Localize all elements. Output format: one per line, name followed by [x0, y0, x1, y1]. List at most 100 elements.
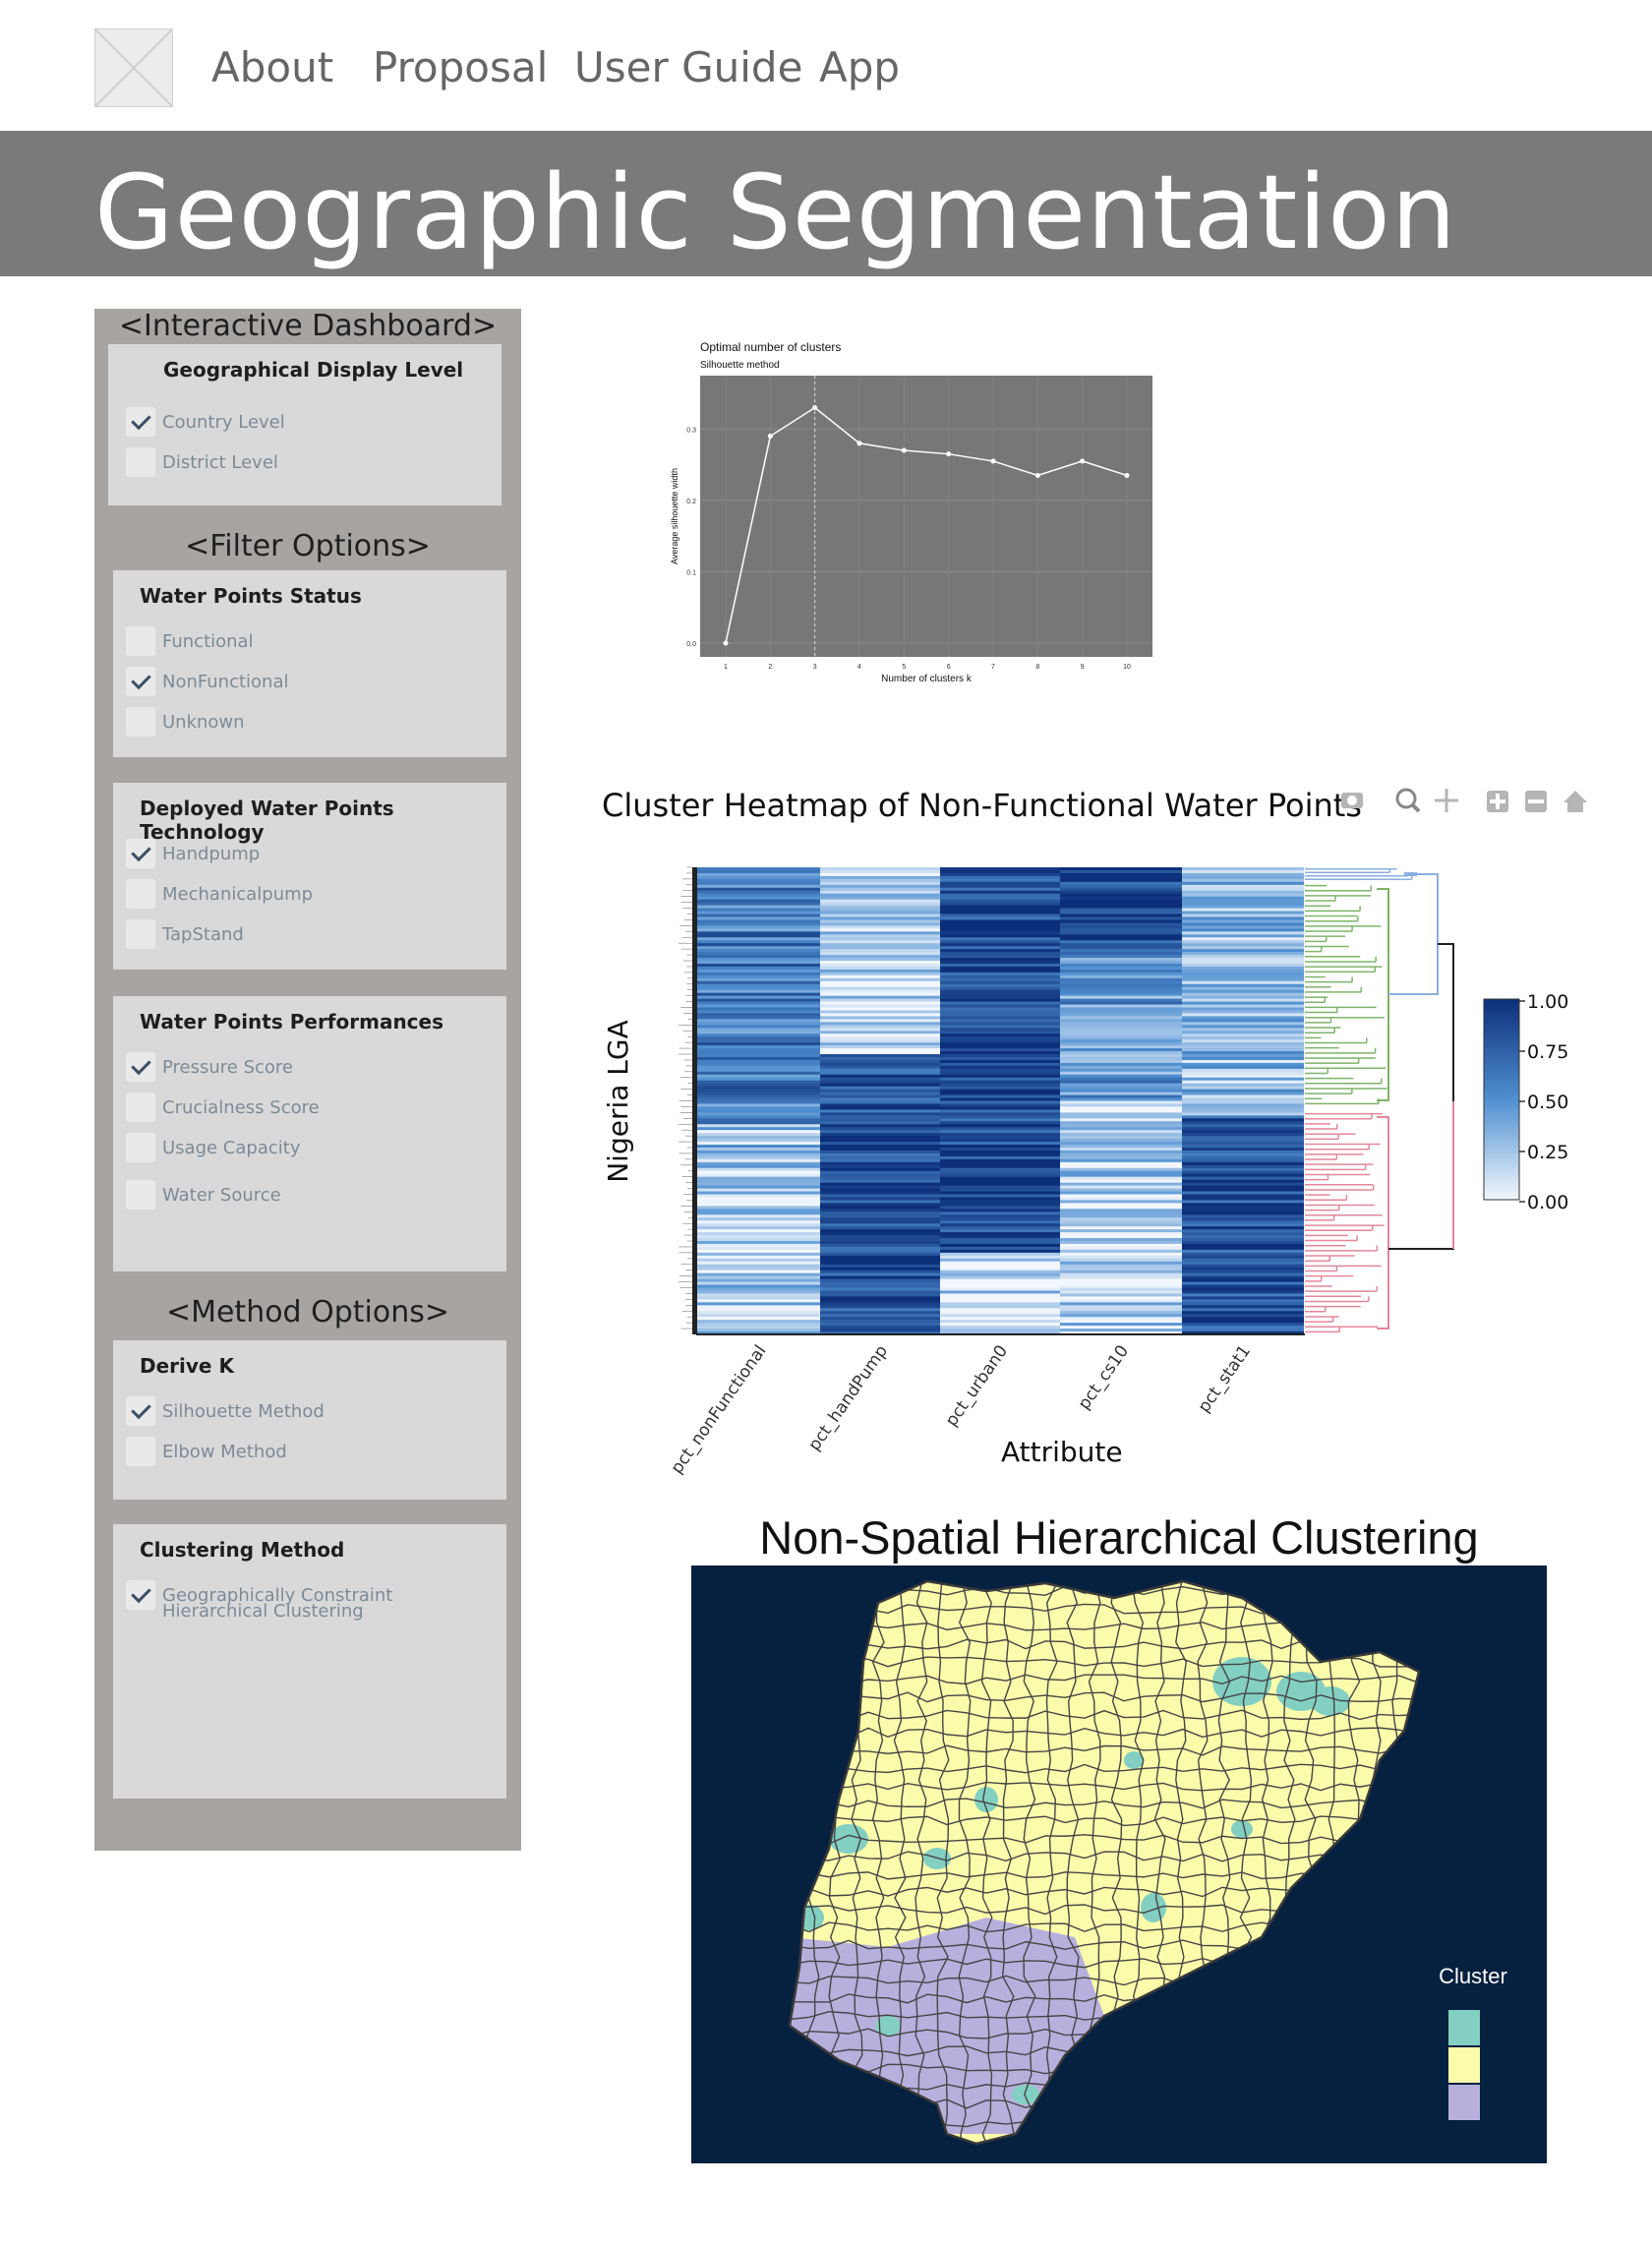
country-level-label: Country Level — [162, 412, 285, 433]
colorbar-tick-label: 0.00 — [1527, 1192, 1568, 1213]
nav-about[interactable]: About — [211, 43, 334, 91]
zoom-icon[interactable] — [1395, 788, 1421, 813]
silhouette-point — [1080, 458, 1086, 464]
gchc-label-line2: Hierarchical Clustering — [162, 1601, 364, 1622]
display-level-title: Geographical Display Level — [163, 358, 464, 382]
water-source-checkbox[interactable] — [126, 1180, 155, 1210]
elbow-method-label: Elbow Method — [162, 1442, 287, 1462]
nav-proposal[interactable]: Proposal — [373, 43, 549, 91]
nav-app[interactable]: App — [819, 43, 901, 91]
display-level-panel: Geographical Display Level Country Level… — [108, 344, 502, 505]
technology-title: Deployed Water Points Technology — [140, 797, 394, 844]
silhouette-subtitle: Silhouette method — [700, 360, 780, 371]
nav-user-guide[interactable]: User Guide — [574, 43, 803, 91]
derive-k-title: Derive K — [140, 1354, 234, 1378]
silhouette-xtick: 5 — [902, 664, 906, 671]
heatmap-row-ticks — [678, 866, 692, 1329]
silhouette-title: Optimal number of clusters — [700, 340, 841, 354]
gchc-checkbox[interactable] — [126, 1580, 155, 1610]
silhouette-point — [812, 405, 818, 411]
silhouette-ytick: 0.3 — [686, 427, 696, 434]
silhouette-xtick: 1 — [724, 664, 728, 671]
mechanicalpump-label: Mechanicalpump — [162, 884, 314, 905]
usage-capacity-label: Usage Capacity — [162, 1138, 301, 1158]
silhouette-xtick: 2 — [768, 664, 772, 671]
silhouette-point — [946, 451, 952, 457]
silhouette-ylabel: Average silhouette width — [670, 468, 679, 564]
performances-title: Water Points Performances — [140, 1010, 444, 1034]
silhouette-ytick: 0.2 — [686, 499, 696, 505]
silhouette-ytick: 0.1 — [686, 569, 696, 576]
usage-capacity-checkbox[interactable] — [126, 1133, 155, 1162]
unknown-checkbox[interactable] — [126, 707, 155, 737]
cluster-map-figure: Non-Spatial Hierarchical Clustering Clus… — [691, 1505, 1547, 2163]
interactive-dashboard-sidebar: <Interactive Dashboard> Geographical Dis… — [94, 309, 521, 1851]
silhouette-xtick: 7 — [991, 664, 995, 671]
heatmap-column-label: pct_stat1 — [1195, 1341, 1256, 1416]
handpump-label: Handpump — [162, 844, 261, 864]
logo-placeholder — [94, 29, 173, 107]
clustering-method-panel: Clustering Method Geographically Constra… — [113, 1524, 506, 1799]
zoom-in-icon[interactable] — [1487, 791, 1508, 812]
colorbar-tick-label: 1.00 — [1527, 991, 1568, 1013]
filter-options-title: <Filter Options> — [185, 529, 431, 563]
heatmap-dendrogram — [1305, 868, 1454, 1333]
zoom-out-icon[interactable] — [1525, 791, 1547, 812]
silhouette-xtick: 8 — [1035, 664, 1039, 671]
silhouette-xlabel: Number of clusters k — [881, 674, 973, 684]
heatmap-column-label: pct_cs10 — [1075, 1341, 1133, 1413]
technology-panel: Deployed Water Points Technology Handpum… — [113, 783, 506, 970]
handpump-checkbox[interactable] — [126, 839, 155, 868]
heatmap-ylabel: Nigeria LGA — [602, 1020, 634, 1183]
heatmap-colorbar — [1483, 998, 1520, 1201]
silhouette-xtick: 10 — [1123, 664, 1131, 671]
silhouette-method-checkbox[interactable] — [126, 1396, 155, 1426]
gchc-label-line1: Geographically Constraint — [162, 1585, 393, 1606]
silhouette-line — [725, 406, 1128, 644]
page-banner: Geographic Segmentation — [0, 131, 1652, 276]
district-level-label: District Level — [162, 452, 278, 473]
district-level-checkbox[interactable] — [126, 447, 155, 477]
silhouette-xtick: 6 — [947, 664, 951, 671]
silhouette-point — [767, 434, 773, 440]
pressure-score-label: Pressure Score — [162, 1057, 293, 1078]
colorbar-tick-label: 0.25 — [1527, 1142, 1568, 1163]
heatmap-xlabel: Attribute — [1001, 1436, 1123, 1468]
tapstand-checkbox[interactable] — [126, 919, 155, 949]
colorbar-tick-label: 0.50 — [1527, 1092, 1568, 1113]
elbow-method-checkbox[interactable] — [126, 1437, 155, 1466]
crucialness-score-checkbox[interactable] — [126, 1093, 155, 1122]
map-title: Non-Spatial Hierarchical Clustering — [759, 1511, 1478, 1564]
silhouette-point — [723, 640, 729, 646]
nonfunctional-checkbox[interactable] — [126, 667, 155, 696]
silhouette-point — [856, 441, 862, 446]
silhouette-panel — [700, 376, 1152, 657]
nonfunctional-label: NonFunctional — [162, 672, 289, 692]
map-legend-title: Cluster — [1439, 1964, 1507, 1988]
map-legend-swatch-3 — [1448, 2085, 1480, 2120]
silhouette-point — [901, 447, 907, 453]
page-title: Geographic Segmentation — [94, 152, 1457, 272]
reset-home-icon[interactable] — [1564, 791, 1587, 812]
heatmap-column-label: pct_nonFunctional — [667, 1341, 770, 1477]
unknown-label: Unknown — [162, 712, 245, 733]
water-points-status-title: Water Points Status — [140, 584, 362, 608]
country-level-checkbox[interactable] — [126, 407, 155, 437]
method-options-title: <Method Options> — [165, 1295, 450, 1329]
map-legend-swatch-2 — [1448, 2047, 1480, 2083]
silhouette-xtick: 3 — [813, 664, 817, 671]
functional-checkbox[interactable] — [126, 626, 155, 656]
heatmap-column-label: pct_urban0 — [942, 1341, 1012, 1430]
camera-icon[interactable] — [1341, 793, 1363, 808]
silhouette-point — [1034, 472, 1040, 478]
mechanicalpump-checkbox[interactable] — [126, 879, 155, 909]
silhouette-xtick: 4 — [857, 664, 861, 671]
map-legend-swatch-1 — [1448, 2010, 1480, 2045]
water-points-status-panel: Water Points Status Functional NonFuncti… — [113, 570, 506, 757]
performances-panel: Water Points Performances Pressure Score… — [113, 996, 506, 1271]
heatmap-column-label: pct_handPump — [804, 1341, 892, 1454]
pressure-score-checkbox[interactable] — [126, 1052, 155, 1082]
cluster-heatmap-widget: Cluster Heatmap of Non-Functional Water … — [590, 777, 1603, 1485]
pan-icon[interactable] — [1435, 789, 1458, 812]
silhouette-plot: Optimal number of clusters Silhouette me… — [670, 340, 1152, 684]
